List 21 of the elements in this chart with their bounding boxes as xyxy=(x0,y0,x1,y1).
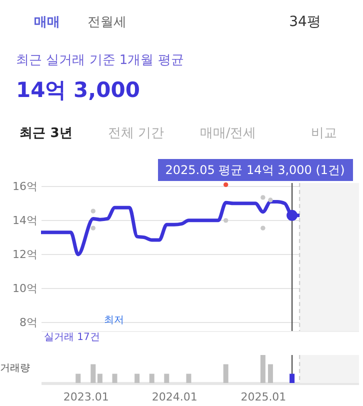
text: 매매 xyxy=(34,15,60,30)
y-tick-label: 16억 xyxy=(12,180,38,193)
text: 34평 xyxy=(289,14,321,30)
text: 비교 xyxy=(311,126,337,141)
y-axis-title: 거래량 xyxy=(0,363,30,374)
text: 최근 3년 xyxy=(20,126,72,141)
text: 매매/전세 xyxy=(200,126,256,141)
y-tick-label: 10억 xyxy=(12,282,38,295)
x-tick-label: 2024.01 xyxy=(152,390,198,404)
text: 최근 실거래 기준 1개월 평균 xyxy=(16,53,184,68)
text: 실거래 17건 xyxy=(44,332,100,343)
text: 전월세 xyxy=(88,15,126,30)
x-tick-label: 2025.01 xyxy=(240,390,286,404)
y-tick-label: 14억 xyxy=(12,214,38,227)
text: 2025.05 평균 14억 3,000 (1건) xyxy=(165,163,345,177)
text: 전체 기간 xyxy=(108,126,164,141)
y-tick-label: 8억 xyxy=(20,316,38,329)
y-tick-label: 12억 xyxy=(12,248,38,261)
text: 14억 3,000 xyxy=(16,78,140,102)
annotation: 최저 xyxy=(104,315,124,326)
x-tick-label: 2023.01 xyxy=(63,390,109,404)
